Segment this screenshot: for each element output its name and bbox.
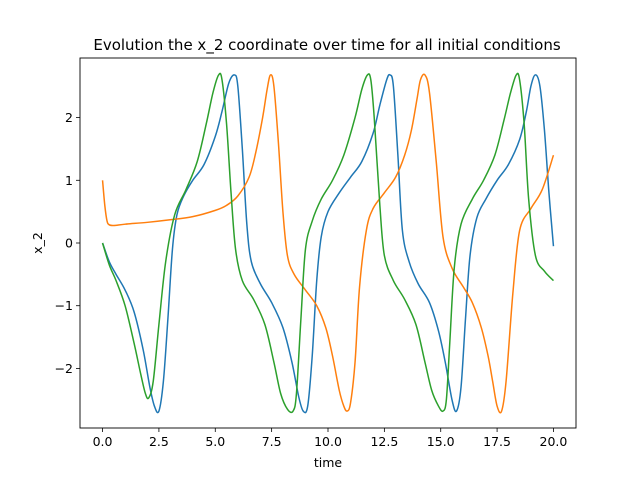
x-axis-label: time [314, 455, 343, 470]
series-line-1 [101, 73, 555, 414]
x-tick-label: 15.0 [427, 434, 455, 449]
x-axis: 0.0 2.5 5.0 7.5 10.0 12.5 15.0 17.5 20.0 [93, 428, 568, 449]
y-tick-label: 2 [65, 110, 73, 125]
chart-title: Evolution the x_2 coordinate over time f… [93, 36, 560, 55]
x-tick-label: 10.0 [314, 434, 342, 449]
y-tick-label: −2 [55, 361, 73, 376]
y-tick-label: 0 [65, 236, 73, 251]
y-tick-label: −1 [55, 298, 73, 313]
y-axis: −2 −1 0 1 2 [55, 110, 80, 376]
x-tick-label: 7.5 [262, 434, 282, 449]
x-tick-label: 20.0 [540, 434, 568, 449]
x-tick-label: 2.5 [149, 434, 169, 449]
y-axis-label: x_2 [30, 232, 45, 254]
x-tick-label: 12.5 [370, 434, 398, 449]
y-tick-label: 1 [65, 173, 73, 188]
x-tick-label: 17.5 [483, 434, 511, 449]
series-line-3 [101, 72, 554, 414]
x-tick-label: 5.0 [205, 434, 225, 449]
series-line-2 [101, 73, 555, 414]
x-tick-label: 0.0 [93, 434, 113, 449]
series-layer [101, 72, 555, 414]
